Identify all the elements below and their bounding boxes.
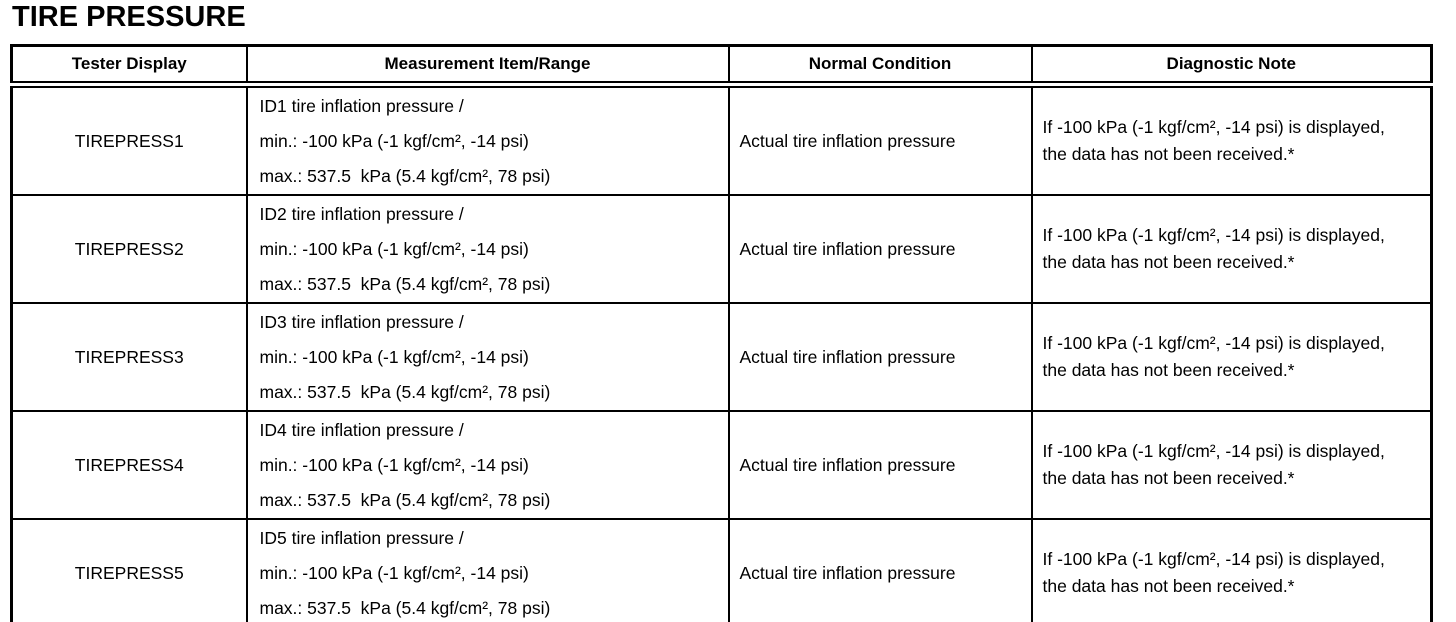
diagnostic-note-cell: If -100 kPa (-1 kgf/cm², -14 psi) is dis… (1030, 518, 1433, 622)
measurement-min: min.: -100 kPa (-1 kgf/cm², -14 psi) (259, 238, 529, 259)
header-normal-condition: Normal Condition (727, 44, 1033, 88)
measurement-item: ID3 tire inflation pressure / (259, 311, 464, 332)
measurement-max: max.: 537.5 kPa (5.4 kgf/cm², 78 psi) (259, 381, 551, 402)
header-diagnostic-note: Diagnostic Note (1030, 44, 1433, 88)
measurement-min: min.: -100 kPa (-1 kgf/cm², -14 psi) (259, 454, 529, 475)
normal-condition-cell: Actual tire inflation pressure (727, 194, 1033, 304)
diagnostic-note-cell: If -100 kPa (-1 kgf/cm², -14 psi) is dis… (1030, 83, 1433, 196)
normal-condition-cell: Actual tire inflation pressure (727, 410, 1033, 520)
measurement-max: max.: 537.5 kPa (5.4 kgf/cm², 78 psi) (259, 273, 551, 294)
measurement-min: min.: -100 kPa (-1 kgf/cm², -14 psi) (259, 346, 529, 367)
measurement-item: ID4 tire inflation pressure / (259, 419, 464, 440)
tester-display-cell: TIREPRESS4 (10, 410, 248, 520)
table-row: TIREPRESS3 ID3 tire inflation pressure /… (10, 302, 1433, 412)
normal-condition-cell: Actual tire inflation pressure (727, 83, 1033, 196)
tester-display-cell: TIREPRESS1 (10, 83, 248, 196)
tester-display-cell: TIREPRESS5 (10, 518, 248, 622)
measurement-min: min.: -100 kPa (-1 kgf/cm², -14 psi) (259, 130, 529, 151)
normal-condition-cell: Actual tire inflation pressure (727, 302, 1033, 412)
measurement-cell: ID2 tire inflation pressure / min.: -100… (245, 194, 730, 304)
measurement-cell: ID1 tire inflation pressure / min.: -100… (245, 83, 730, 196)
measurement-item: ID2 tire inflation pressure / (259, 203, 464, 224)
measurement-item: ID5 tire inflation pressure / (259, 527, 464, 548)
header-row: Tester Display Measurement Item/Range No… (10, 44, 1433, 88)
page-title: TIRE PRESSURE (12, 1, 246, 33)
tire-pressure-table: Tester Display Measurement Item/Range No… (10, 44, 1433, 622)
table-header: Tester Display Measurement Item/Range No… (10, 44, 1433, 88)
table-row: TIREPRESS4 ID4 tire inflation pressure /… (10, 410, 1433, 520)
measurement-cell: ID5 tire inflation pressure / min.: -100… (245, 518, 730, 622)
diagnostic-note-cell: If -100 kPa (-1 kgf/cm², -14 psi) is dis… (1030, 194, 1433, 304)
measurement-cell: ID4 tire inflation pressure / min.: -100… (245, 410, 730, 520)
table-row: TIREPRESS2 ID2 tire inflation pressure /… (10, 194, 1433, 304)
measurement-max: max.: 537.5 kPa (5.4 kgf/cm², 78 psi) (259, 165, 551, 186)
measurement-cell: ID3 tire inflation pressure / min.: -100… (245, 302, 730, 412)
diagnostic-note-cell: If -100 kPa (-1 kgf/cm², -14 psi) is dis… (1030, 302, 1433, 412)
normal-condition-cell: Actual tire inflation pressure (727, 518, 1033, 622)
measurement-item: ID1 tire inflation pressure / (259, 95, 464, 116)
table-row: TIREPRESS1 ID1 tire inflation pressure /… (10, 83, 1433, 196)
measurement-max: max.: 537.5 kPa (5.4 kgf/cm², 78 psi) (259, 489, 551, 510)
table-row: TIREPRESS5 ID5 tire inflation pressure /… (10, 518, 1433, 622)
diagnostic-note-cell: If -100 kPa (-1 kgf/cm², -14 psi) is dis… (1030, 410, 1433, 520)
table-body: TIREPRESS1 ID1 tire inflation pressure /… (10, 83, 1433, 622)
header-tester-display: Tester Display (10, 44, 248, 88)
measurement-min: min.: -100 kPa (-1 kgf/cm², -14 psi) (259, 562, 529, 583)
tester-display-cell: TIREPRESS3 (10, 302, 248, 412)
measurement-max: max.: 537.5 kPa (5.4 kgf/cm², 78 psi) (259, 597, 551, 618)
header-measurement-item-range: Measurement Item/Range (245, 44, 730, 88)
tester-display-cell: TIREPRESS2 (10, 194, 248, 304)
